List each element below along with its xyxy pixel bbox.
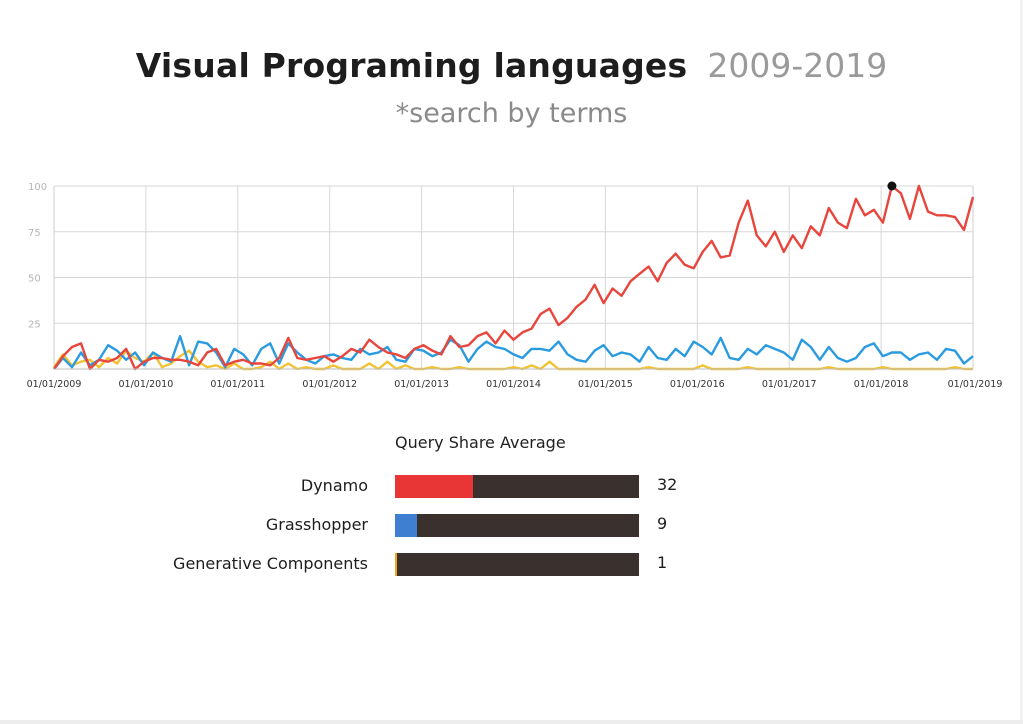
x-tick-label: 01/01/2011 xyxy=(210,379,265,390)
share-label-dynamo: Dynamo xyxy=(300,476,368,495)
share-row-grasshopper: Grasshopper 9 xyxy=(0,514,1023,538)
share-track-dynamo xyxy=(395,475,639,498)
peak-marker xyxy=(887,181,897,191)
series-line-grasshopper xyxy=(53,334,974,370)
share-bar-grasshopper xyxy=(395,514,417,537)
share-value-dynamo: 32 xyxy=(657,475,678,494)
title-main: Visual Programing languages xyxy=(135,46,688,85)
share-chart-title: Query Share Average xyxy=(395,433,566,452)
share-value-generative-components: 1 xyxy=(657,553,668,572)
x-tick-label: 01/01/2009 xyxy=(27,379,82,390)
share-row-generative-components: Generative Components 1 xyxy=(0,553,1023,577)
page-edge-right xyxy=(1020,0,1023,724)
y-tick-label: 25 xyxy=(28,319,41,330)
x-tick-label: 01/01/2012 xyxy=(302,379,357,390)
x-tick-label: 01/01/2010 xyxy=(119,379,174,390)
x-tick-label: 01/01/2016 xyxy=(670,379,725,390)
share-label-grasshopper: Grasshopper xyxy=(265,515,368,534)
x-tick-label: 01/01/2015 xyxy=(578,379,633,390)
y-tick-label: 100 xyxy=(28,182,47,193)
x-tick-label: 01/01/2014 xyxy=(486,379,541,390)
x-tick-label: 01/01/2013 xyxy=(394,379,449,390)
x-tick-label: 01/01/2018 xyxy=(854,379,909,390)
chart-subtitle: *search by terms xyxy=(395,98,628,129)
share-label-generative-components: Generative Components xyxy=(173,554,368,573)
share-track-grasshopper xyxy=(395,514,639,537)
series-line-dynamo xyxy=(53,184,975,371)
share-bar-dynamo xyxy=(395,475,474,498)
share-track-generative-components xyxy=(395,553,639,576)
share-bar-generative-components xyxy=(395,553,398,576)
query-share-chart: Query Share Average Dynamo 32 Grasshoppe… xyxy=(0,425,1023,625)
x-tick-label: 01/01/2017 xyxy=(762,379,817,390)
y-tick-label: 50 xyxy=(28,274,41,285)
share-value-grasshopper: 9 xyxy=(657,514,668,533)
y-tick-label: 75 xyxy=(28,228,41,239)
chart-title: Visual Programing languages 2009-2019 xyxy=(0,46,1023,85)
title-years: 2009-2019 xyxy=(707,46,888,85)
x-tick-label: 01/01/2019 xyxy=(948,379,1003,390)
trend-line-chart: 100 75 50 25 01/01/2009 01/01/2010 01/01/2011 0… xyxy=(27,181,1003,390)
share-row-dynamo: Dynamo 32 xyxy=(0,475,1023,499)
page-edge-bottom xyxy=(0,720,1023,724)
